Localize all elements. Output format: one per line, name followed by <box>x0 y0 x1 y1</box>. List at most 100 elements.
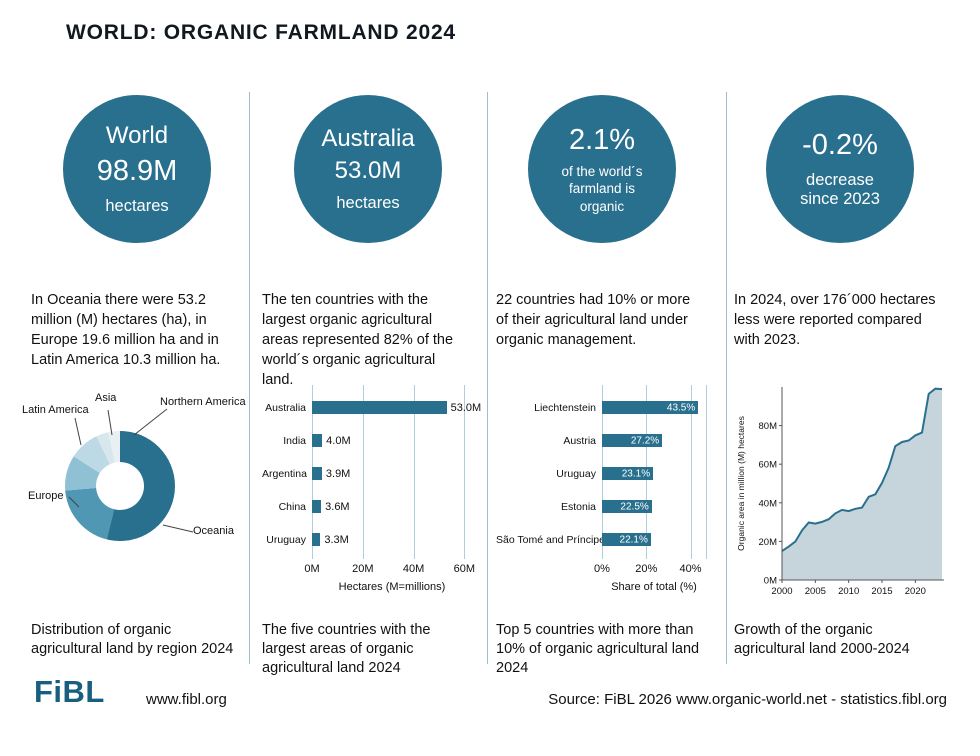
bar-category-label: Australia <box>265 401 306 414</box>
bar-value-label: 23.1% <box>621 468 651 479</box>
gridline <box>413 385 415 559</box>
growth-area-chart: 0M 20M 40M 60M 80M 2000 2005 2010 2015 2020 Organi… <box>734 385 946 620</box>
gridline <box>706 385 707 559</box>
x-tick-label: 2010 <box>838 586 859 597</box>
bar-category-label: São Tomé and Príncipe <box>496 533 605 546</box>
bar-row: Uruguay 23.1% <box>496 457 706 490</box>
growth-line <box>781 387 943 552</box>
x-tick-label: 2015 <box>871 586 892 597</box>
donut-label-europe: Europe <box>28 490 64 502</box>
donut-label-oceania: Oceania <box>193 525 234 537</box>
bar <box>312 467 322 480</box>
bar-track: 3.3M <box>312 533 472 546</box>
circle-value: 2.1% <box>568 123 636 156</box>
x-tick-label: 60M <box>453 563 476 575</box>
area-fill <box>782 388 942 580</box>
column-change: -0.2% decrease since 2023 In 2024, over … <box>734 85 946 725</box>
bar-category-label: Austria <box>563 434 596 447</box>
column-description: In 2024, over 176´000 hectares less were… <box>734 292 936 348</box>
donut-label-asia: Asia <box>95 392 117 404</box>
x-tick-label: 20% <box>635 563 658 575</box>
y-tick-label: 40M <box>759 498 778 509</box>
bar-value-label: 3.9M <box>325 467 351 480</box>
bar-row: Estonia 22.5% <box>496 490 706 523</box>
bar-value-label: 22.5% <box>620 501 649 512</box>
chart-caption: Top 5 countries with more than 10% of or… <box>496 622 700 677</box>
bar: 43.5% <box>602 401 699 414</box>
top-countries-bar-chart: Australia 53.0M India 4.0M Argentina 3.9M Chin… <box>262 385 481 620</box>
bar: 23.1% <box>602 467 654 480</box>
bar <box>312 533 321 546</box>
x-tick-label: 2000 <box>771 586 792 597</box>
donut-label-latin-america: Latin America <box>22 404 89 416</box>
gridline <box>690 385 692 559</box>
bar-row: São Tomé and Príncipe 22.1% <box>496 523 706 556</box>
donut-label-northern-america: Northern America <box>160 396 246 408</box>
bar <box>312 500 322 513</box>
column-australia: Australia 53.0M hectares The ten countri… <box>262 85 481 725</box>
chart-caption: Distribution of organic agricultural lan… <box>31 622 234 658</box>
page-title: WORLD: ORGANIC FARMLAND 2024 <box>66 21 456 44</box>
bar-track: 4.0M <box>312 434 472 447</box>
chart-caption: The five countries with the largest area… <box>262 622 431 677</box>
y-tick-label: 80M <box>759 421 778 432</box>
bar-category-label: Estonia <box>560 500 596 513</box>
x-axis-title: Hectares (M=millions) <box>338 581 446 593</box>
x-tick-label: 2020 <box>905 586 926 597</box>
circle-line: since 2023 <box>800 190 880 209</box>
column-description: The ten countries with the largest organ… <box>262 292 454 388</box>
y-tick-label: 0M <box>764 576 777 587</box>
bar: 22.5% <box>602 500 652 513</box>
bar-rows: Australia 53.0M India 4.0M Argentina 3.9M Chin… <box>262 391 481 556</box>
bar <box>312 434 323 447</box>
change-stat-circle: -0.2% decrease since 2023 <box>766 95 914 243</box>
bar-category-label: Uruguay <box>266 533 306 546</box>
region-donut-ring <box>65 431 175 541</box>
bar-row: Austria 27.2% <box>496 424 706 457</box>
share-bar-chart: Liechtenstein 43.5% Austria 27.2% Uruguay 23.… <box>496 385 708 620</box>
x-tick-label: 2005 <box>805 586 826 597</box>
bar-track: 3.9M <box>312 467 472 480</box>
bar-row: Australia 53.0M <box>262 391 481 424</box>
circle-unit: hectares <box>105 196 169 215</box>
bar-value-label: 22.1% <box>619 534 648 545</box>
bar-rows: Liechtenstein 43.5% Austria 27.2% Uruguay 23.… <box>496 391 706 556</box>
world-stat-circle: World 98.9M hectares <box>63 95 211 243</box>
bar-row: China 3.6M <box>262 490 472 523</box>
bar-category-label: Liechtenstein <box>534 401 596 414</box>
circle-value: 98.9M <box>96 155 178 188</box>
chart-caption: Growth of the organic agricultural land … <box>734 622 910 658</box>
bar: 22.1% <box>602 533 651 546</box>
x-tick-label: 20M <box>352 563 374 575</box>
x-tick-label: 0% <box>594 563 610 575</box>
circle-value: 53.0M <box>334 157 402 185</box>
bar-category-label: China <box>278 500 306 513</box>
bar-track: 3.6M <box>312 500 472 513</box>
bar-track: 53.0M <box>312 401 481 414</box>
bar-row: Uruguay 3.3M <box>262 523 472 556</box>
growth-area-chart-svg: 0M 20M 40M 60M 80M 2000 2005 2010 2015 2020 Organi… <box>736 387 944 597</box>
x-axis-ticks: 0% 20% 40% <box>594 563 706 577</box>
bar: 27.2% <box>602 434 663 447</box>
column-description: 22 countries had 10% or more of their ag… <box>496 292 691 348</box>
x-tick-label: 40% <box>679 563 702 575</box>
donut-leader-lines <box>68 408 194 533</box>
x-tick-label: 40M <box>402 563 425 575</box>
circle-line: farmland is <box>568 181 636 197</box>
circle-unit: hectares <box>336 193 400 212</box>
bar-category-label: Argentina <box>262 467 307 480</box>
bar-track: 43.5% <box>602 401 706 414</box>
bar-row: India 4.0M <box>262 424 472 457</box>
bar-track: 27.2% <box>602 434 706 447</box>
y-tick-label: 20M <box>759 537 778 548</box>
column-divider <box>726 92 727 664</box>
circle-line: decrease <box>806 170 874 189</box>
column-description: In Oceania there were 53.2 million (M) h… <box>31 292 221 368</box>
gridline <box>362 385 364 559</box>
circle-line: of the world´s <box>561 163 643 179</box>
bar-value-label: 4.0M <box>326 434 351 447</box>
website-text: www.fibl.org <box>146 691 227 708</box>
bar-value-label: 53.0M <box>450 401 482 414</box>
fibl-logo: FiBL <box>34 674 105 709</box>
bar-row: Liechtenstein 43.5% <box>496 391 706 424</box>
